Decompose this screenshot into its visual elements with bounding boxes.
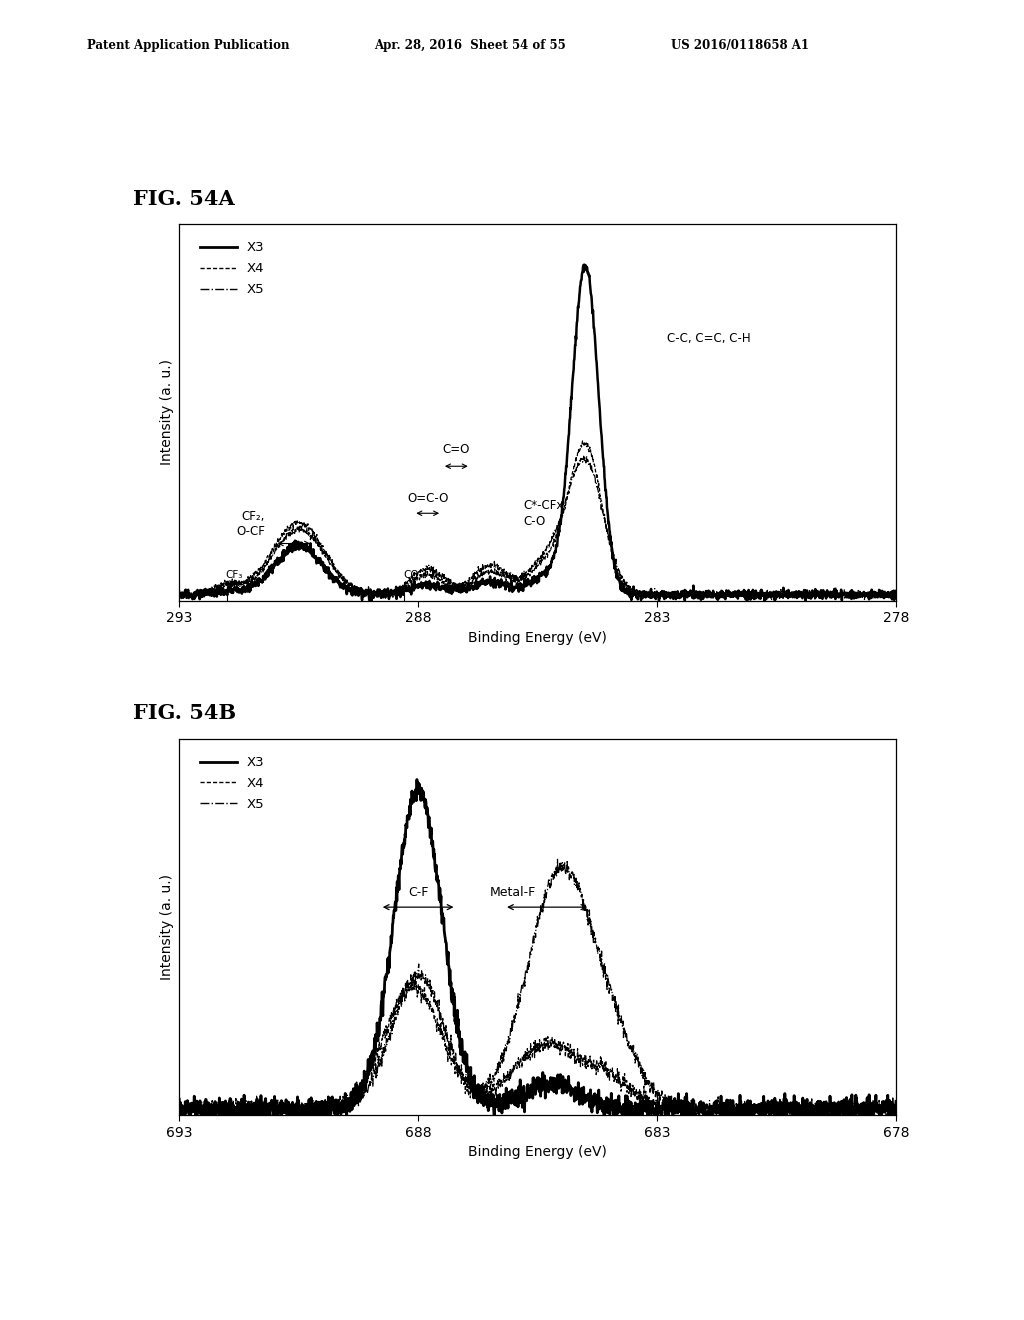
- Y-axis label: Intensity (a. u.): Intensity (a. u.): [160, 874, 174, 981]
- Text: FIG. 54A: FIG. 54A: [133, 189, 234, 209]
- Legend: X3, X4, X5: X3, X4, X5: [193, 750, 271, 817]
- Text: C-F: C-F: [408, 886, 428, 899]
- Text: Metal-F: Metal-F: [489, 886, 536, 899]
- Text: US 2016/0118658 A1: US 2016/0118658 A1: [671, 38, 809, 51]
- Text: C-O: C-O: [523, 515, 546, 528]
- Text: Patent Application Publication: Patent Application Publication: [87, 38, 290, 51]
- Text: CF₂,: CF₂,: [242, 511, 265, 523]
- Text: O-CF: O-CF: [237, 525, 265, 539]
- Text: FIG. 54B: FIG. 54B: [133, 704, 237, 723]
- X-axis label: Binding Energy (eV): Binding Energy (eV): [468, 631, 607, 644]
- X-axis label: Binding Energy (eV): Binding Energy (eV): [468, 1146, 607, 1159]
- Text: CF₃: CF₃: [225, 570, 243, 581]
- Y-axis label: Intensity (a. u.): Intensity (a. u.): [160, 359, 174, 466]
- Text: C*-CFx,: C*-CFx,: [523, 499, 567, 512]
- Legend: X3, X4, X5: X3, X4, X5: [193, 235, 271, 302]
- Text: Apr. 28, 2016  Sheet 54 of 55: Apr. 28, 2016 Sheet 54 of 55: [374, 38, 565, 51]
- Text: O=C-O: O=C-O: [407, 492, 449, 504]
- Text: C=O: C=O: [442, 444, 470, 457]
- Text: CO₃: CO₃: [403, 570, 423, 581]
- Text: C-C, C=C, C-H: C-C, C=C, C-H: [667, 333, 751, 345]
